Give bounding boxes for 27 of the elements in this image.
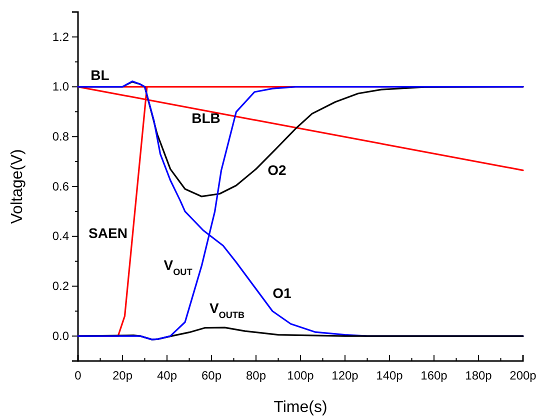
- annotation: BLB: [192, 110, 220, 126]
- annotation: O1: [272, 284, 292, 301]
- x-tick-label: 40p: [156, 368, 178, 383]
- annotation: O2: [268, 162, 287, 178]
- x-tick-label: 120p: [332, 368, 359, 383]
- annotation: SAEN: [88, 224, 128, 241]
- x-tick-label: 60p: [201, 368, 222, 383]
- x-tick-label: 140p: [376, 368, 404, 383]
- y-tick-label: 0.8: [52, 129, 70, 144]
- y-tick-label: 0.6: [52, 179, 70, 194]
- y-tick-label: 1.0: [52, 80, 70, 94]
- annotation: V$_{OUTB}$: [209, 300, 245, 320]
- annotation: BL: [90, 66, 110, 83]
- y-tick-label: 0.0: [52, 328, 70, 343]
- x-tick-label: 180p: [465, 368, 492, 383]
- x-tick-label: 200p: [510, 368, 537, 383]
- y-tick-label: 1.2: [52, 30, 70, 44]
- x-tick-label: 20p: [112, 368, 133, 383]
- y-tick-label: 0.2: [52, 279, 70, 294]
- x-axis-title: Time(s): [274, 399, 328, 416]
- x-tick-label: 100p: [287, 368, 314, 383]
- y-axis-title: Voltage(V): [9, 149, 26, 224]
- y-tick-label: 0.4: [52, 229, 70, 244]
- x-tick-label: 160p: [420, 368, 448, 383]
- annotation: V$_{OUT}$: [164, 256, 193, 277]
- x-tick-label: 80p: [246, 368, 266, 383]
- x-tick-label: 0: [74, 368, 82, 383]
